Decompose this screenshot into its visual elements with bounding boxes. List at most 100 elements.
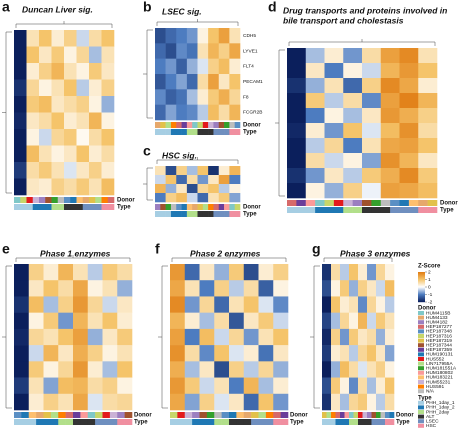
heatmap-cell bbox=[73, 361, 89, 378]
heatmap-cell bbox=[340, 312, 350, 330]
heatmap-cell bbox=[39, 79, 52, 97]
heatmap-cell bbox=[176, 175, 188, 185]
heatmap-cell bbox=[380, 153, 400, 169]
heatmap-cell bbox=[39, 30, 52, 47]
donor-strip bbox=[344, 412, 350, 418]
legend-swatch bbox=[418, 366, 424, 371]
heatmap-cell bbox=[362, 93, 382, 109]
donor-strip bbox=[192, 204, 198, 210]
heatmap-cell bbox=[214, 296, 230, 313]
type-strip bbox=[287, 207, 297, 213]
heatmap-cell bbox=[199, 377, 215, 395]
type-strip bbox=[20, 204, 27, 210]
heatmap-cell bbox=[367, 345, 377, 362]
heatmap-cell bbox=[258, 377, 274, 395]
heatmap-cell bbox=[170, 264, 186, 281]
heatmap-cell bbox=[331, 345, 341, 362]
heatmap-cell bbox=[399, 63, 419, 79]
heatmap-cell bbox=[43, 377, 59, 395]
heatmap-cell bbox=[199, 264, 215, 281]
colorbar-step bbox=[418, 298, 425, 300]
heatmap-cell bbox=[26, 112, 40, 130]
heatmap-cell bbox=[349, 345, 359, 362]
heatmap-cell bbox=[343, 108, 363, 124]
donor-strip bbox=[358, 412, 363, 418]
heatmap-cell bbox=[273, 280, 289, 297]
heatmap-cell bbox=[376, 377, 386, 395]
heatmap-cell bbox=[117, 345, 133, 362]
heatmap-cell bbox=[305, 63, 325, 79]
heatmap-cell bbox=[229, 361, 245, 378]
type-strip bbox=[389, 419, 395, 425]
type-strip bbox=[380, 419, 386, 425]
heatmap-cell bbox=[376, 328, 386, 346]
heatmap-cell bbox=[258, 280, 274, 297]
heatmap-cell bbox=[367, 264, 377, 281]
heatmap-cell bbox=[218, 89, 230, 105]
heatmap-cell bbox=[340, 377, 350, 395]
type-strip bbox=[353, 419, 359, 425]
heatmap-cell bbox=[258, 345, 274, 362]
type-strip bbox=[315, 207, 325, 213]
donor-strip bbox=[51, 197, 59, 203]
heatmap-cell bbox=[89, 178, 102, 196]
type-strip bbox=[280, 419, 289, 425]
donor-strip bbox=[371, 200, 382, 206]
type-strip bbox=[155, 211, 161, 217]
heatmap-cell bbox=[51, 30, 65, 47]
heatmap-cell bbox=[340, 328, 350, 346]
annotation-label: Donor bbox=[440, 201, 458, 207]
colorbar-label: -2 bbox=[428, 299, 433, 305]
heatmap-cell bbox=[362, 48, 382, 64]
heatmap-cell bbox=[176, 43, 188, 59]
legend-label: HEP187277 bbox=[426, 324, 452, 330]
type-strip bbox=[427, 207, 438, 213]
heatmap-cell bbox=[43, 328, 59, 346]
donor-strip bbox=[160, 122, 166, 128]
heatmap-cell bbox=[73, 296, 89, 313]
heatmap-cell bbox=[229, 280, 245, 297]
row-label: FLT4 bbox=[243, 64, 254, 70]
heatmap-cell bbox=[358, 361, 368, 378]
heatmap-cell bbox=[418, 168, 438, 184]
heatmap-cell bbox=[102, 377, 118, 395]
dendrogram bbox=[310, 265, 320, 409]
heatmap-cell bbox=[87, 296, 103, 313]
heatmap-cell bbox=[87, 361, 103, 378]
legend-label: HEP187319 bbox=[426, 338, 452, 344]
donor-strip bbox=[36, 412, 44, 418]
donor-strip bbox=[89, 197, 96, 203]
donor-strip bbox=[28, 412, 37, 418]
heatmap-cell bbox=[170, 328, 186, 346]
heatmap-cell bbox=[208, 104, 220, 121]
heatmap-cell bbox=[76, 162, 90, 179]
legend-swatch bbox=[418, 315, 424, 320]
type-strip bbox=[58, 419, 66, 425]
donor-strip bbox=[39, 197, 46, 203]
heatmap-cell bbox=[43, 296, 59, 313]
heatmap-cell bbox=[340, 393, 350, 411]
heatmap-cell bbox=[184, 312, 200, 330]
legend-title: Type bbox=[418, 395, 432, 401]
donor-strip bbox=[427, 200, 438, 206]
heatmap-cell bbox=[184, 328, 200, 346]
heatmap-cell bbox=[184, 377, 200, 395]
type-strip bbox=[177, 419, 186, 425]
heatmap-cell bbox=[380, 93, 400, 109]
panel-title: Phase 2 enzymes bbox=[190, 248, 261, 258]
heatmap-cell bbox=[367, 328, 377, 346]
donor-strip bbox=[234, 204, 241, 210]
heatmap-cell bbox=[343, 63, 363, 79]
heatmap-cell bbox=[14, 264, 30, 281]
heatmap-cell bbox=[58, 345, 74, 362]
heatmap-cell bbox=[39, 145, 52, 163]
heatmap-cell bbox=[155, 58, 166, 75]
heatmap-cell bbox=[51, 46, 65, 64]
heatmap-cell bbox=[331, 312, 341, 330]
heatmap-cell bbox=[197, 43, 209, 59]
heatmap-cell bbox=[322, 296, 332, 313]
legend-label: ALT bbox=[426, 414, 435, 420]
colorbar-step bbox=[418, 276, 425, 278]
heatmap-cell bbox=[418, 108, 438, 124]
